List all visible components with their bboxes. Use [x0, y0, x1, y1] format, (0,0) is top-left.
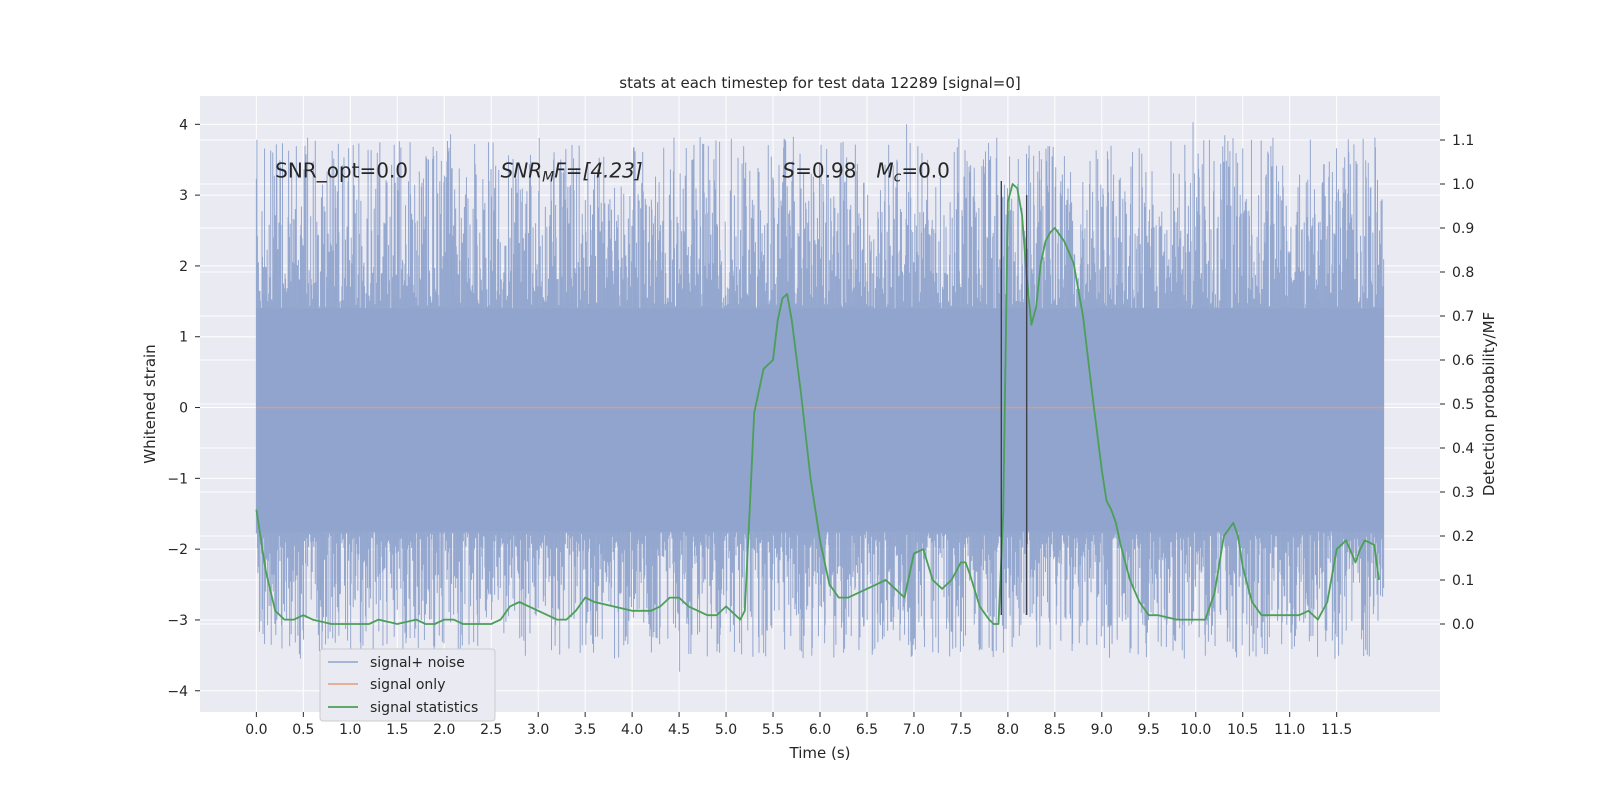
- legend-label-signal-noise: signal+ noise: [370, 655, 465, 671]
- y-left-tick-label: −2: [167, 542, 188, 558]
- y-axis-label-left: Whitened strain: [141, 344, 159, 463]
- annotation: S=0.98: [782, 158, 856, 182]
- y-right-tick-label: 0.7: [1452, 309, 1474, 325]
- x-tick-label: 8.5: [1044, 722, 1066, 738]
- y-right-tick-label: 0.0: [1452, 617, 1474, 633]
- x-tick-label: 10.0: [1180, 722, 1211, 738]
- x-tick-label: 4.0: [621, 722, 643, 738]
- y-axis-label-right: Detection probability/MF: [1480, 312, 1498, 496]
- annotations: SNR_opt=0.0 SNRMF=[4.23] S=0.98 Mc=0.0: [275, 158, 950, 185]
- annotation: SNRMF=[4.23]: [501, 158, 643, 185]
- y-right-tick-label: 0.9: [1452, 221, 1474, 237]
- x-tick-label: 6.0: [809, 722, 831, 738]
- y-left-tick-label: 0: [179, 401, 188, 417]
- y-right-tick-label: 0.6: [1452, 353, 1474, 369]
- x-tick-label: 7.0: [903, 722, 925, 738]
- x-tick-label: 1.0: [339, 722, 361, 738]
- y-right-tick-label: 0.1: [1452, 573, 1474, 589]
- y-right-tick-label: 0.4: [1452, 441, 1474, 457]
- chart-title: stats at each timestep for test data 122…: [619, 74, 1020, 92]
- y-left-tick-label: 4: [179, 117, 188, 133]
- x-tick-label: 11.5: [1321, 722, 1352, 738]
- vertical-markers: [1000, 180, 1028, 615]
- y-left-tick-label: −1: [167, 471, 188, 487]
- ticks: 0.0 0.5 1.0 1.5 2.0 2.5 3.0 3.5 4.0 4.5 5.0 5.5 6.0 6…: [167, 117, 1474, 738]
- x-tick-label: 8.0: [997, 722, 1019, 738]
- x-tick-label: 3.5: [574, 722, 596, 738]
- x-tick-label: 5.0: [715, 722, 737, 738]
- x-tick-label: 9.0: [1091, 722, 1113, 738]
- x-tick-label: 10.5: [1227, 722, 1258, 738]
- legend-label-signal-statistics: signal statistics: [370, 700, 478, 716]
- signal-statistics-line: [255, 183, 1380, 625]
- y-right-tick-label: 1.0: [1452, 177, 1474, 193]
- x-tick-label: 5.5: [762, 722, 784, 738]
- x-tick-label: 4.5: [668, 722, 690, 738]
- x-tick-label: 3.0: [527, 722, 549, 738]
- x-tick-label: 9.5: [1138, 722, 1160, 738]
- x-tick-label: 0.0: [245, 722, 267, 738]
- x-axis-label: Time (s): [789, 744, 851, 762]
- x-tick-label: 6.5: [856, 722, 878, 738]
- y-right-tick-label: 0.3: [1452, 485, 1474, 501]
- series-layer: [255, 183, 1384, 625]
- y-left-tick-label: 3: [179, 188, 188, 204]
- annotation: SNR_opt=0.0: [275, 158, 408, 182]
- x-tick-label: 2.5: [480, 722, 502, 738]
- x-tick-label: 2.0: [433, 722, 455, 738]
- legend: signal+ noise signal only signal statist…: [319, 648, 496, 722]
- x-tick-label: 0.5: [292, 722, 314, 738]
- x-tick-label: 11.0: [1274, 722, 1305, 738]
- y-right-tick-label: 0.2: [1452, 529, 1474, 545]
- signal-noise-series: [255, 122, 1385, 672]
- y-left-tick-label: −4: [167, 684, 188, 700]
- x-tick-label: 1.5: [386, 722, 408, 738]
- legend-label-signal-only: signal only: [370, 677, 445, 693]
- y-left-tick-label: −3: [167, 613, 188, 629]
- y-left-tick-label: 1: [179, 330, 188, 346]
- legend-box: [319, 648, 496, 722]
- y-right-tick-label: 1.1: [1452, 133, 1474, 149]
- y-right-tick-label: 0.8: [1452, 265, 1474, 281]
- y-left-tick-label: 2: [179, 259, 188, 275]
- annotation: Mc=0.0: [876, 158, 950, 185]
- y-right-tick-label: 0.5: [1452, 397, 1474, 413]
- x-tick-label: 7.5: [950, 722, 972, 738]
